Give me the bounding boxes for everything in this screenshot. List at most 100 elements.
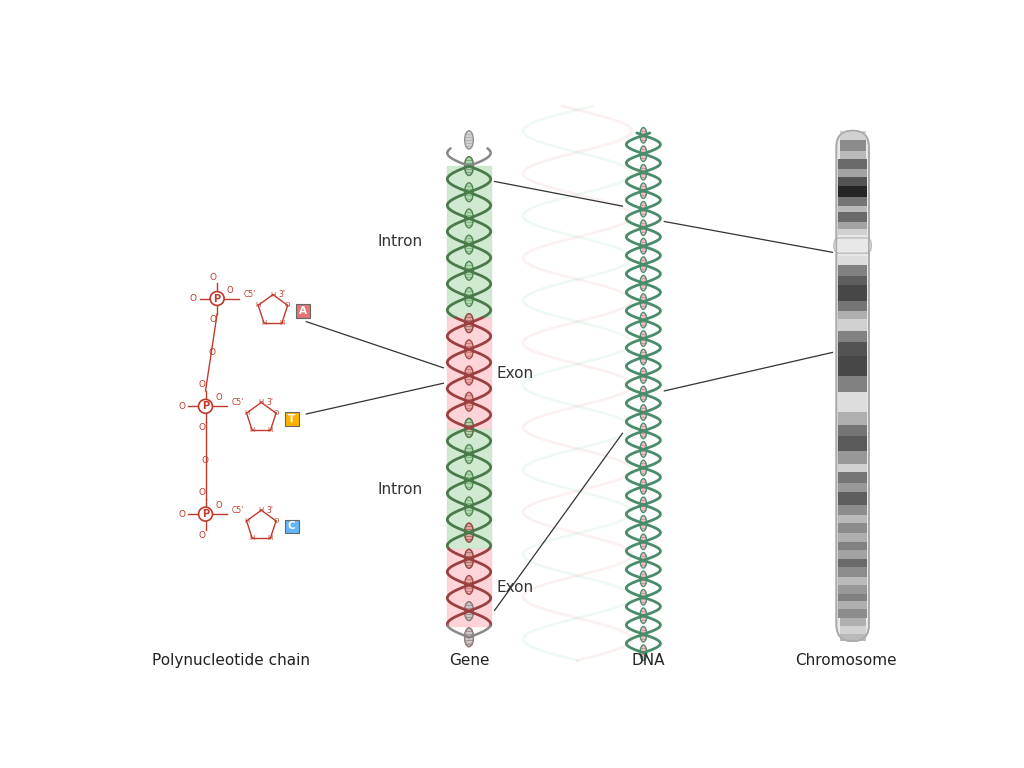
Ellipse shape (465, 419, 473, 437)
Ellipse shape (640, 405, 647, 420)
Bar (838, 533, 867, 542)
Text: O: O (198, 423, 205, 432)
Text: T: T (288, 414, 295, 424)
Bar (840, 131, 865, 140)
Bar (285, 412, 299, 425)
Text: H: H (270, 292, 275, 298)
Ellipse shape (640, 571, 647, 587)
Bar (838, 392, 867, 412)
Bar (838, 594, 867, 601)
Ellipse shape (640, 386, 647, 402)
Ellipse shape (640, 590, 647, 605)
Bar (838, 436, 867, 452)
Bar (447, 549, 490, 626)
Bar (838, 483, 867, 492)
Bar (838, 256, 867, 265)
Bar (840, 618, 865, 626)
Bar (838, 265, 867, 276)
Text: Intron: Intron (378, 482, 423, 497)
Text: C5': C5' (231, 506, 244, 515)
Text: P: P (202, 509, 209, 519)
Text: C5': C5' (231, 398, 244, 407)
Text: 3': 3' (266, 506, 273, 515)
Bar (838, 452, 867, 464)
Text: Exon: Exon (497, 580, 535, 594)
Bar (838, 542, 867, 550)
Ellipse shape (465, 523, 473, 542)
Bar (838, 311, 867, 319)
Ellipse shape (640, 294, 647, 310)
Ellipse shape (640, 515, 647, 531)
Ellipse shape (640, 276, 647, 291)
Bar (838, 342, 867, 356)
Text: H: H (259, 399, 264, 406)
Ellipse shape (640, 552, 647, 568)
Bar (838, 523, 867, 533)
Bar (838, 601, 867, 609)
Text: Polynucleotide chain: Polynucleotide chain (153, 653, 310, 668)
Bar (838, 356, 867, 376)
Bar (840, 634, 865, 641)
Text: Chromosome: Chromosome (796, 653, 897, 668)
Bar (838, 550, 867, 559)
Ellipse shape (640, 146, 647, 161)
Bar (838, 425, 867, 436)
Bar (447, 166, 490, 318)
Ellipse shape (640, 608, 647, 624)
Ellipse shape (465, 209, 473, 228)
Ellipse shape (465, 314, 473, 333)
Ellipse shape (640, 201, 647, 217)
Ellipse shape (465, 157, 473, 175)
Bar (838, 472, 867, 483)
Ellipse shape (640, 183, 647, 198)
Ellipse shape (640, 442, 647, 457)
Text: C: C (288, 521, 295, 531)
Ellipse shape (465, 549, 473, 568)
Text: H: H (244, 410, 249, 416)
Text: Intron: Intron (378, 234, 423, 250)
Ellipse shape (465, 419, 473, 437)
Text: Exon: Exon (497, 366, 535, 381)
Bar (838, 505, 867, 515)
Text: H: H (250, 535, 255, 541)
Bar (285, 519, 299, 533)
Bar (838, 559, 867, 567)
Bar (838, 221, 867, 229)
Ellipse shape (465, 628, 473, 647)
Bar (838, 515, 867, 523)
Ellipse shape (465, 261, 473, 280)
Circle shape (210, 292, 224, 306)
Bar (838, 212, 867, 221)
Text: H: H (250, 427, 255, 433)
Text: O: O (198, 488, 205, 497)
Bar (296, 304, 310, 318)
Ellipse shape (640, 127, 647, 143)
Ellipse shape (465, 314, 473, 333)
Text: H: H (261, 319, 266, 326)
Text: DNA: DNA (631, 653, 665, 668)
Ellipse shape (465, 157, 473, 176)
Ellipse shape (465, 131, 473, 149)
Bar (838, 464, 867, 472)
Bar (838, 412, 867, 425)
Text: 3': 3' (279, 290, 286, 300)
Bar (838, 567, 867, 577)
Text: H: H (268, 427, 273, 433)
Circle shape (199, 399, 212, 413)
Bar (838, 177, 867, 186)
Text: H: H (280, 319, 285, 326)
Text: 3': 3' (266, 398, 273, 407)
Bar (838, 331, 867, 342)
Text: O: O (227, 286, 233, 295)
Bar (840, 140, 865, 151)
Bar (838, 319, 867, 331)
Text: O: O (273, 410, 279, 416)
Ellipse shape (640, 220, 647, 236)
Text: O: O (202, 455, 209, 465)
Bar (840, 626, 865, 634)
Text: Gene: Gene (449, 653, 489, 668)
Ellipse shape (465, 602, 473, 621)
Bar (838, 286, 867, 300)
Ellipse shape (465, 235, 473, 254)
Ellipse shape (465, 445, 473, 463)
